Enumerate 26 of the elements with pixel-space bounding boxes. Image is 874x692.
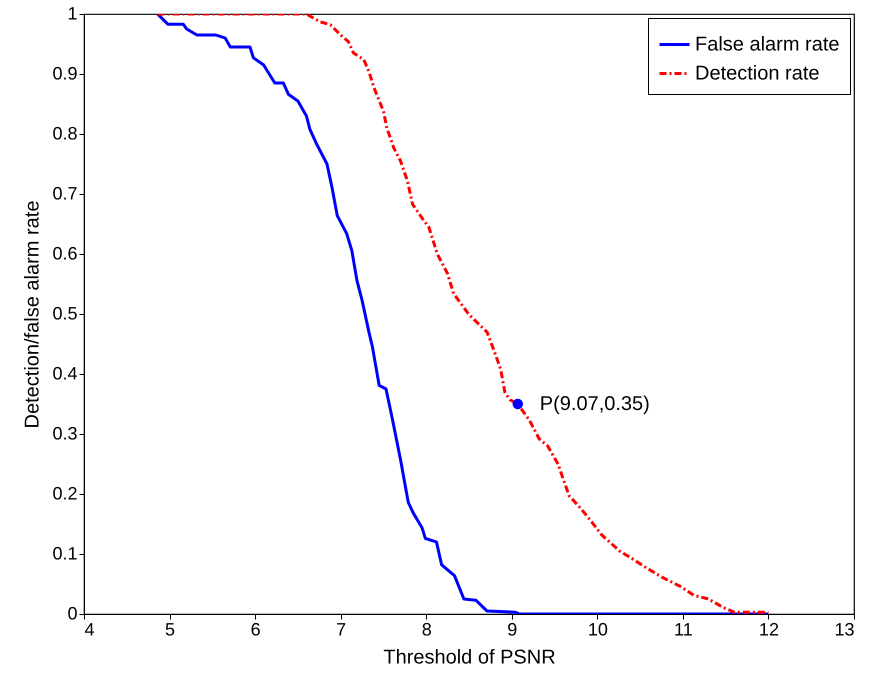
annotation: P(9.07,0.35) <box>540 393 650 415</box>
x-tick-label: 5 <box>165 620 176 640</box>
x-tick-label: 8 <box>422 620 432 640</box>
legend-label: False alarm rate <box>695 34 840 56</box>
x-axis-title: Threshold of PSNR <box>383 646 556 668</box>
y-tick-label: 0.4 <box>52 364 78 384</box>
x-tick-label: 13 <box>834 620 854 640</box>
y-tick-label: 0.9 <box>52 64 78 84</box>
y-tick-label: 0.7 <box>52 184 78 204</box>
x-tick-label: 9 <box>507 620 518 640</box>
y-tick-label: 1 <box>67 4 78 24</box>
x-tick-label: 6 <box>250 620 261 640</box>
y-tick-label: 0.5 <box>52 304 78 324</box>
x-tick-label: 4 <box>84 620 95 640</box>
legend-label: Detection rate <box>695 62 820 84</box>
y-tick-label: 0.6 <box>52 244 78 264</box>
x-tick-label: 11 <box>674 620 693 640</box>
y-tick-label: 0 <box>67 604 78 624</box>
y-tick-label: 0.2 <box>52 484 78 504</box>
x-tick-label: 7 <box>336 620 346 640</box>
y-tick-label: 0.3 <box>52 424 78 444</box>
y-tick-label: 0.1 <box>52 544 78 564</box>
x-tick-label: 10 <box>588 620 608 640</box>
x-tick-label: 12 <box>758 620 779 640</box>
y-axis-title: Detection/false alarm rate <box>21 200 44 428</box>
y-tick-label: 0.8 <box>52 124 78 144</box>
